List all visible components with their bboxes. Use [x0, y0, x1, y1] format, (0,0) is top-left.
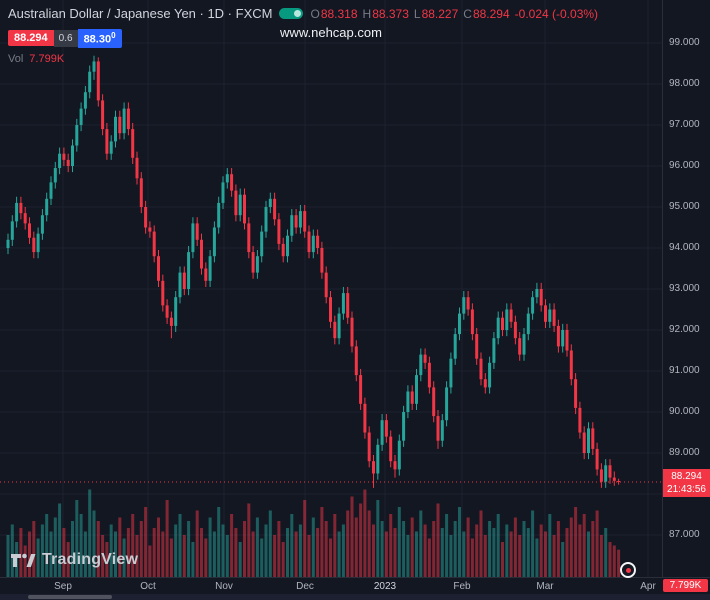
- price-tick-label: 98.000: [669, 78, 700, 89]
- horizontal-scrollbar[interactable]: [0, 594, 710, 600]
- price-tick-label: 90.000: [669, 406, 700, 417]
- time-tick-label: Oct: [140, 581, 156, 592]
- open-label: O: [310, 6, 320, 21]
- market-status-toggle[interactable]: [279, 8, 304, 19]
- grid-layer: [0, 0, 662, 577]
- time-tick-label: Sep: [54, 581, 72, 592]
- ohlc-values: O 88.318 H 88.373 L 88.227 C 88.294 -0.0…: [310, 7, 598, 21]
- price-tick-label: 87.000: [669, 529, 700, 540]
- tradingview-logo-icon: [11, 553, 36, 567]
- low-label: L: [413, 6, 421, 21]
- price-tick-label: 91.000: [669, 365, 700, 376]
- watermark-text: www.nehcap.com: [280, 25, 382, 40]
- price-tick-label: 93.000: [669, 283, 700, 294]
- volume-value: 7.799K: [29, 53, 65, 65]
- bid-ask-panel: 88.294 0.6 88.300: [8, 29, 122, 48]
- price-tick-label: 89.000: [669, 447, 700, 458]
- time-tick-label: Dec: [296, 581, 314, 592]
- close-value: 88.294: [472, 6, 510, 21]
- high-value: 88.373: [372, 6, 409, 21]
- symbol-legend: Australian Dollar / Japanese Yen · 1D · …: [8, 6, 598, 21]
- price-tick-label: 92.000: [669, 324, 700, 335]
- time-tick-label: Nov: [215, 581, 233, 592]
- sell-button[interactable]: 88.294: [8, 30, 54, 47]
- volume-axis-badge: 7.799K: [663, 579, 708, 592]
- time-tick-label: Mar: [536, 581, 554, 592]
- symbol-title[interactable]: Australian Dollar / Japanese Yen · 1D · …: [8, 6, 273, 21]
- current-price-label[interactable]: 88.294 21:43:56: [663, 468, 710, 497]
- time-axis[interactable]: Sep Oct Nov Dec 2023 Feb Mar Apr: [0, 577, 710, 595]
- spread-value: 0.6: [53, 29, 78, 47]
- close-label: C: [463, 6, 472, 21]
- scrollbar-handle[interactable]: [28, 595, 112, 599]
- price-tick-label: 95.000: [669, 201, 700, 212]
- time-tick-label: Feb: [453, 581, 471, 592]
- low-value: 88.227: [421, 6, 459, 21]
- candles-layer: [6, 55, 621, 488]
- ask-superscript: 0: [111, 31, 116, 40]
- target-icon[interactable]: [620, 562, 636, 578]
- chart-canvas[interactable]: [0, 0, 662, 577]
- change-value: -0.024 (-0.03%): [514, 6, 599, 21]
- bar-countdown: 21:43:56: [667, 483, 706, 495]
- price-tick-label: 94.000: [669, 242, 700, 253]
- price-tick-label: 97.000: [669, 119, 700, 130]
- time-tick-label: Apr: [640, 581, 656, 592]
- price-tick-label: 96.000: [669, 160, 700, 171]
- current-price-value: 88.294: [671, 470, 702, 482]
- volume-legend[interactable]: Vol 7.799K: [8, 53, 64, 65]
- price-tick-label: 99.000: [669, 37, 700, 48]
- time-tick-label: 2023: [373, 581, 397, 592]
- tradingview-logo-text: TradingView: [42, 551, 139, 568]
- high-label: H: [362, 6, 372, 21]
- volume-label: Vol: [8, 53, 24, 65]
- open-value: 88.318: [320, 6, 358, 21]
- buy-button[interactable]: 88.300: [77, 29, 122, 48]
- volume-layer: [6, 489, 621, 577]
- tradingview-logo[interactable]: TradingView: [10, 551, 138, 569]
